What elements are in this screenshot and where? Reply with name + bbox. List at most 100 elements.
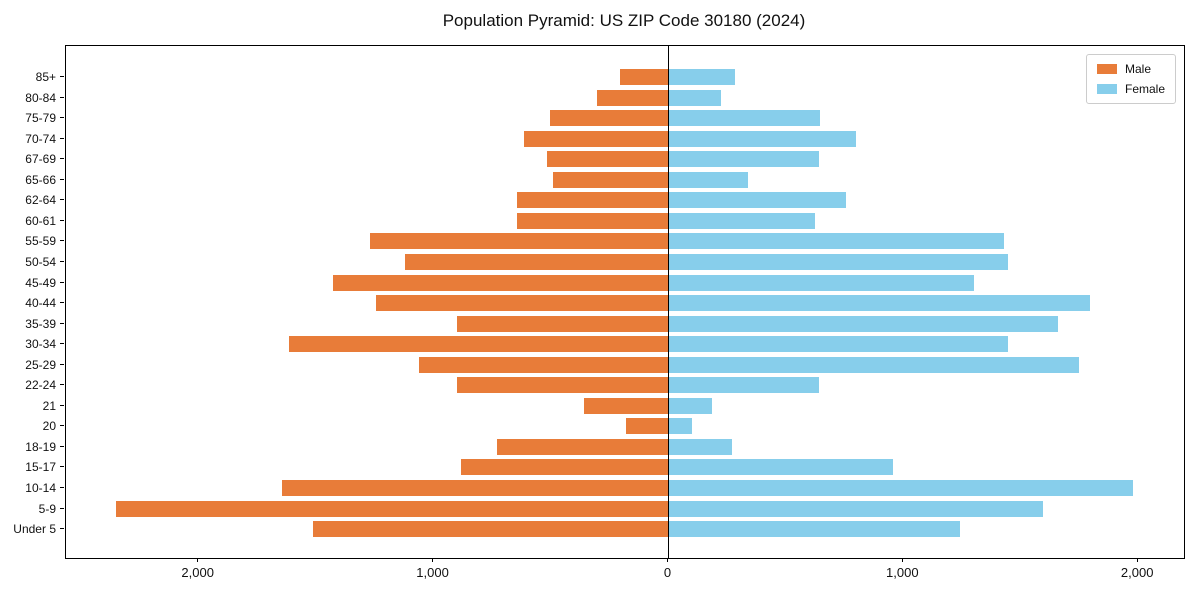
female-swatch [1096, 84, 1117, 94]
ytick-mark [60, 445, 64, 447]
bar-female [668, 356, 1080, 373]
ytick-mark [60, 343, 64, 345]
bar-female [668, 212, 816, 229]
bar-male [457, 377, 669, 394]
bar-female [668, 274, 974, 291]
ytick-label: 30-34 [25, 337, 56, 352]
ytick-mark [60, 117, 64, 119]
legend: Male Female [1085, 54, 1176, 104]
xtick-mark [1136, 558, 1138, 562]
ytick-label: 65-66 [25, 172, 56, 187]
bar-male [583, 397, 669, 414]
bar-male [116, 500, 669, 517]
ytick-mark [60, 384, 64, 386]
bar-male [419, 356, 669, 373]
legend-item-male: Male [1096, 62, 1165, 76]
ytick-mark [60, 507, 64, 509]
xtick-mark [901, 558, 903, 562]
ytick-label: 18-19 [25, 439, 56, 454]
ytick-mark [60, 487, 64, 488]
ytick-label: 35-39 [25, 316, 56, 331]
bar-female [668, 336, 1008, 353]
x-axis-ticks: 2,000 1,000 0 1,000 2,000 [65, 558, 1183, 598]
bar-female [668, 295, 1091, 312]
ytick-mark [60, 199, 64, 201]
bar-female [668, 192, 846, 209]
y-axis-ticks: 85+ 80-84 75-79 70-74 67-69 65-66 62-64 60-61 55… [0, 45, 65, 557]
ytick-mark [60, 240, 64, 242]
bar-male [460, 459, 669, 476]
bar-female [668, 253, 1008, 270]
bar-female [668, 377, 819, 394]
ytick-mark [60, 363, 64, 365]
chart-title: Population Pyramid: US ZIP Code 30180 (2… [442, 11, 806, 30]
ytick-mark [60, 528, 64, 530]
ytick-mark [60, 302, 64, 304]
ytick-label: 60-61 [25, 213, 56, 228]
ytick-label: Under 5 [13, 522, 56, 537]
bar-male [516, 192, 669, 209]
xtick-label: 2,000 [181, 565, 214, 580]
ytick-mark [60, 425, 64, 427]
ytick-label: 80-84 [25, 90, 56, 105]
bar-female [668, 89, 722, 106]
ytick-label: 40-44 [25, 296, 56, 311]
bar-female [668, 480, 1134, 496]
ytick-label: 55-59 [25, 234, 56, 249]
bar-male [370, 233, 669, 250]
ytick-mark [60, 322, 64, 324]
bar-female [668, 521, 960, 538]
bar-female [668, 315, 1059, 332]
ytick-label: 22-24 [25, 378, 56, 393]
ytick-label: 75-79 [25, 111, 56, 126]
ytick-mark [60, 178, 64, 180]
bar-male [547, 151, 669, 168]
bar-female [668, 233, 1005, 250]
xtick-label: 1,000 [886, 565, 919, 580]
ytick-label: 21 [42, 398, 56, 413]
ytick-label: 45-49 [25, 275, 56, 290]
bar-male [553, 171, 669, 188]
legend-item-female: Female [1096, 82, 1165, 96]
ytick-mark [60, 76, 64, 77]
ytick-mark [60, 260, 64, 262]
ytick-mark [60, 466, 64, 468]
xtick-mark [666, 558, 668, 562]
ytick-label: 67-69 [25, 152, 56, 167]
bar-male [549, 110, 669, 127]
bar-female [668, 130, 857, 147]
bar-female [668, 110, 820, 127]
ytick-mark [60, 219, 64, 221]
male-swatch [1096, 64, 1117, 74]
legend-label-male: Male [1124, 62, 1151, 76]
xtick-mark [432, 558, 434, 562]
bar-male [457, 315, 669, 332]
xtick-label: 1,000 [416, 565, 449, 580]
xtick-mark [197, 558, 199, 562]
bar-male [524, 130, 669, 147]
bar-male [405, 253, 669, 270]
bar-female [668, 397, 712, 414]
zero-axis-line [667, 46, 669, 558]
bar-male [332, 274, 669, 291]
ytick-label: 5-9 [38, 501, 56, 516]
ytick-label: 50-54 [25, 254, 56, 269]
ytick-label: 15-17 [25, 460, 56, 475]
ytick-label: 70-74 [25, 131, 56, 146]
xtick-label: 0 [663, 565, 672, 580]
bar-male [626, 418, 669, 435]
xtick-label: 2,000 [1120, 565, 1154, 580]
bar-male [620, 69, 669, 85]
ytick-label: 20 [42, 419, 56, 434]
bar-female [668, 500, 1044, 517]
ytick-mark [60, 281, 64, 283]
ytick-mark [60, 137, 64, 139]
bar-female [668, 69, 736, 85]
ytick-label: 25-29 [25, 357, 56, 372]
bar-female [668, 459, 893, 476]
bar-male [289, 336, 669, 353]
ytick-label: 85+ [35, 70, 56, 84]
bar-female [668, 151, 819, 168]
bar-male [516, 212, 669, 229]
